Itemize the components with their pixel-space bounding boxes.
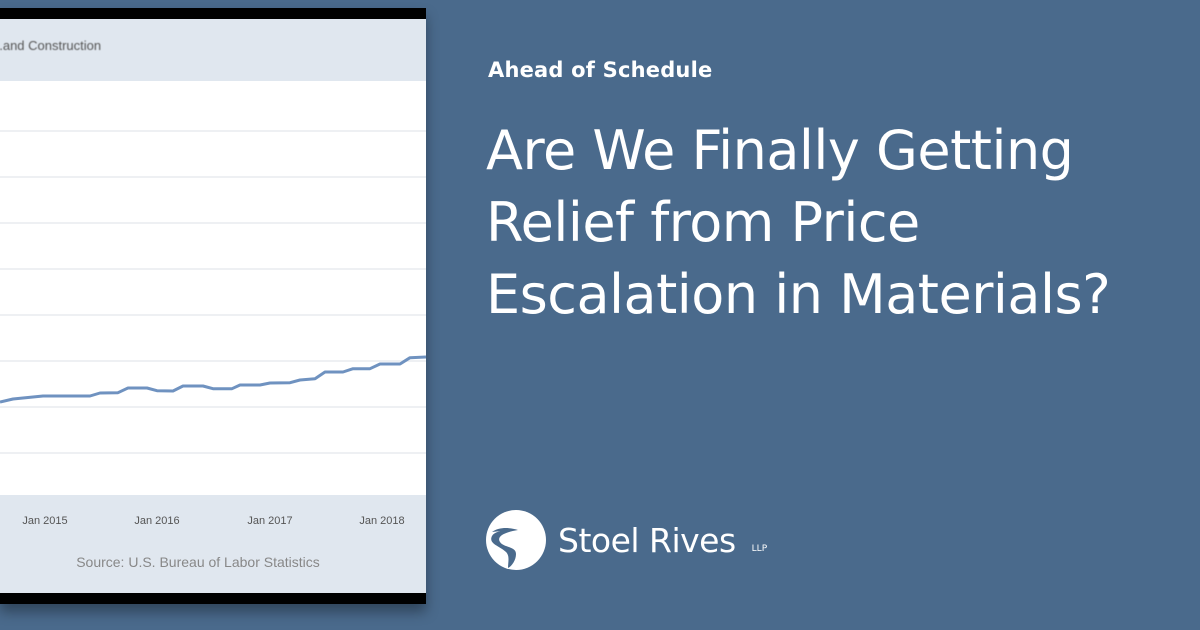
river-circle-icon xyxy=(486,510,546,570)
x-tick-label: Jan 2015 xyxy=(22,515,68,527)
x-axis: Jan 2015 Jan 2016 Jan 2017 Jan 2018 xyxy=(0,509,426,529)
plot-area xyxy=(0,81,426,495)
series-line xyxy=(0,355,426,404)
article-headline: Are We Finally Getting Relief from Price… xyxy=(486,119,1111,326)
x-tick-label: Jan 2016 xyxy=(134,515,180,527)
x-tick-label: Jan 2017 xyxy=(247,515,293,527)
chart-title: ...and Construction xyxy=(0,38,102,53)
brand-name: Stoel Rives xyxy=(558,520,736,560)
chart-screenshot: ...and Construction Jan 2015 Jan 2016 Jan … xyxy=(0,8,426,604)
chart-header: ...and Construction xyxy=(0,19,426,81)
brand-logo: Stoel Rives LLP xyxy=(486,510,767,570)
brand-suffix: LLP xyxy=(751,544,768,554)
article-category: Ahead of Schedule xyxy=(488,58,713,82)
chart-source: Source: U.S. Bureau of Labor Statistics xyxy=(76,554,320,570)
x-tick-label: Jan 2018 xyxy=(359,515,405,527)
line-chart xyxy=(0,130,426,454)
chart-panel: ...and Construction Jan 2015 Jan 2016 Jan … xyxy=(0,19,426,593)
